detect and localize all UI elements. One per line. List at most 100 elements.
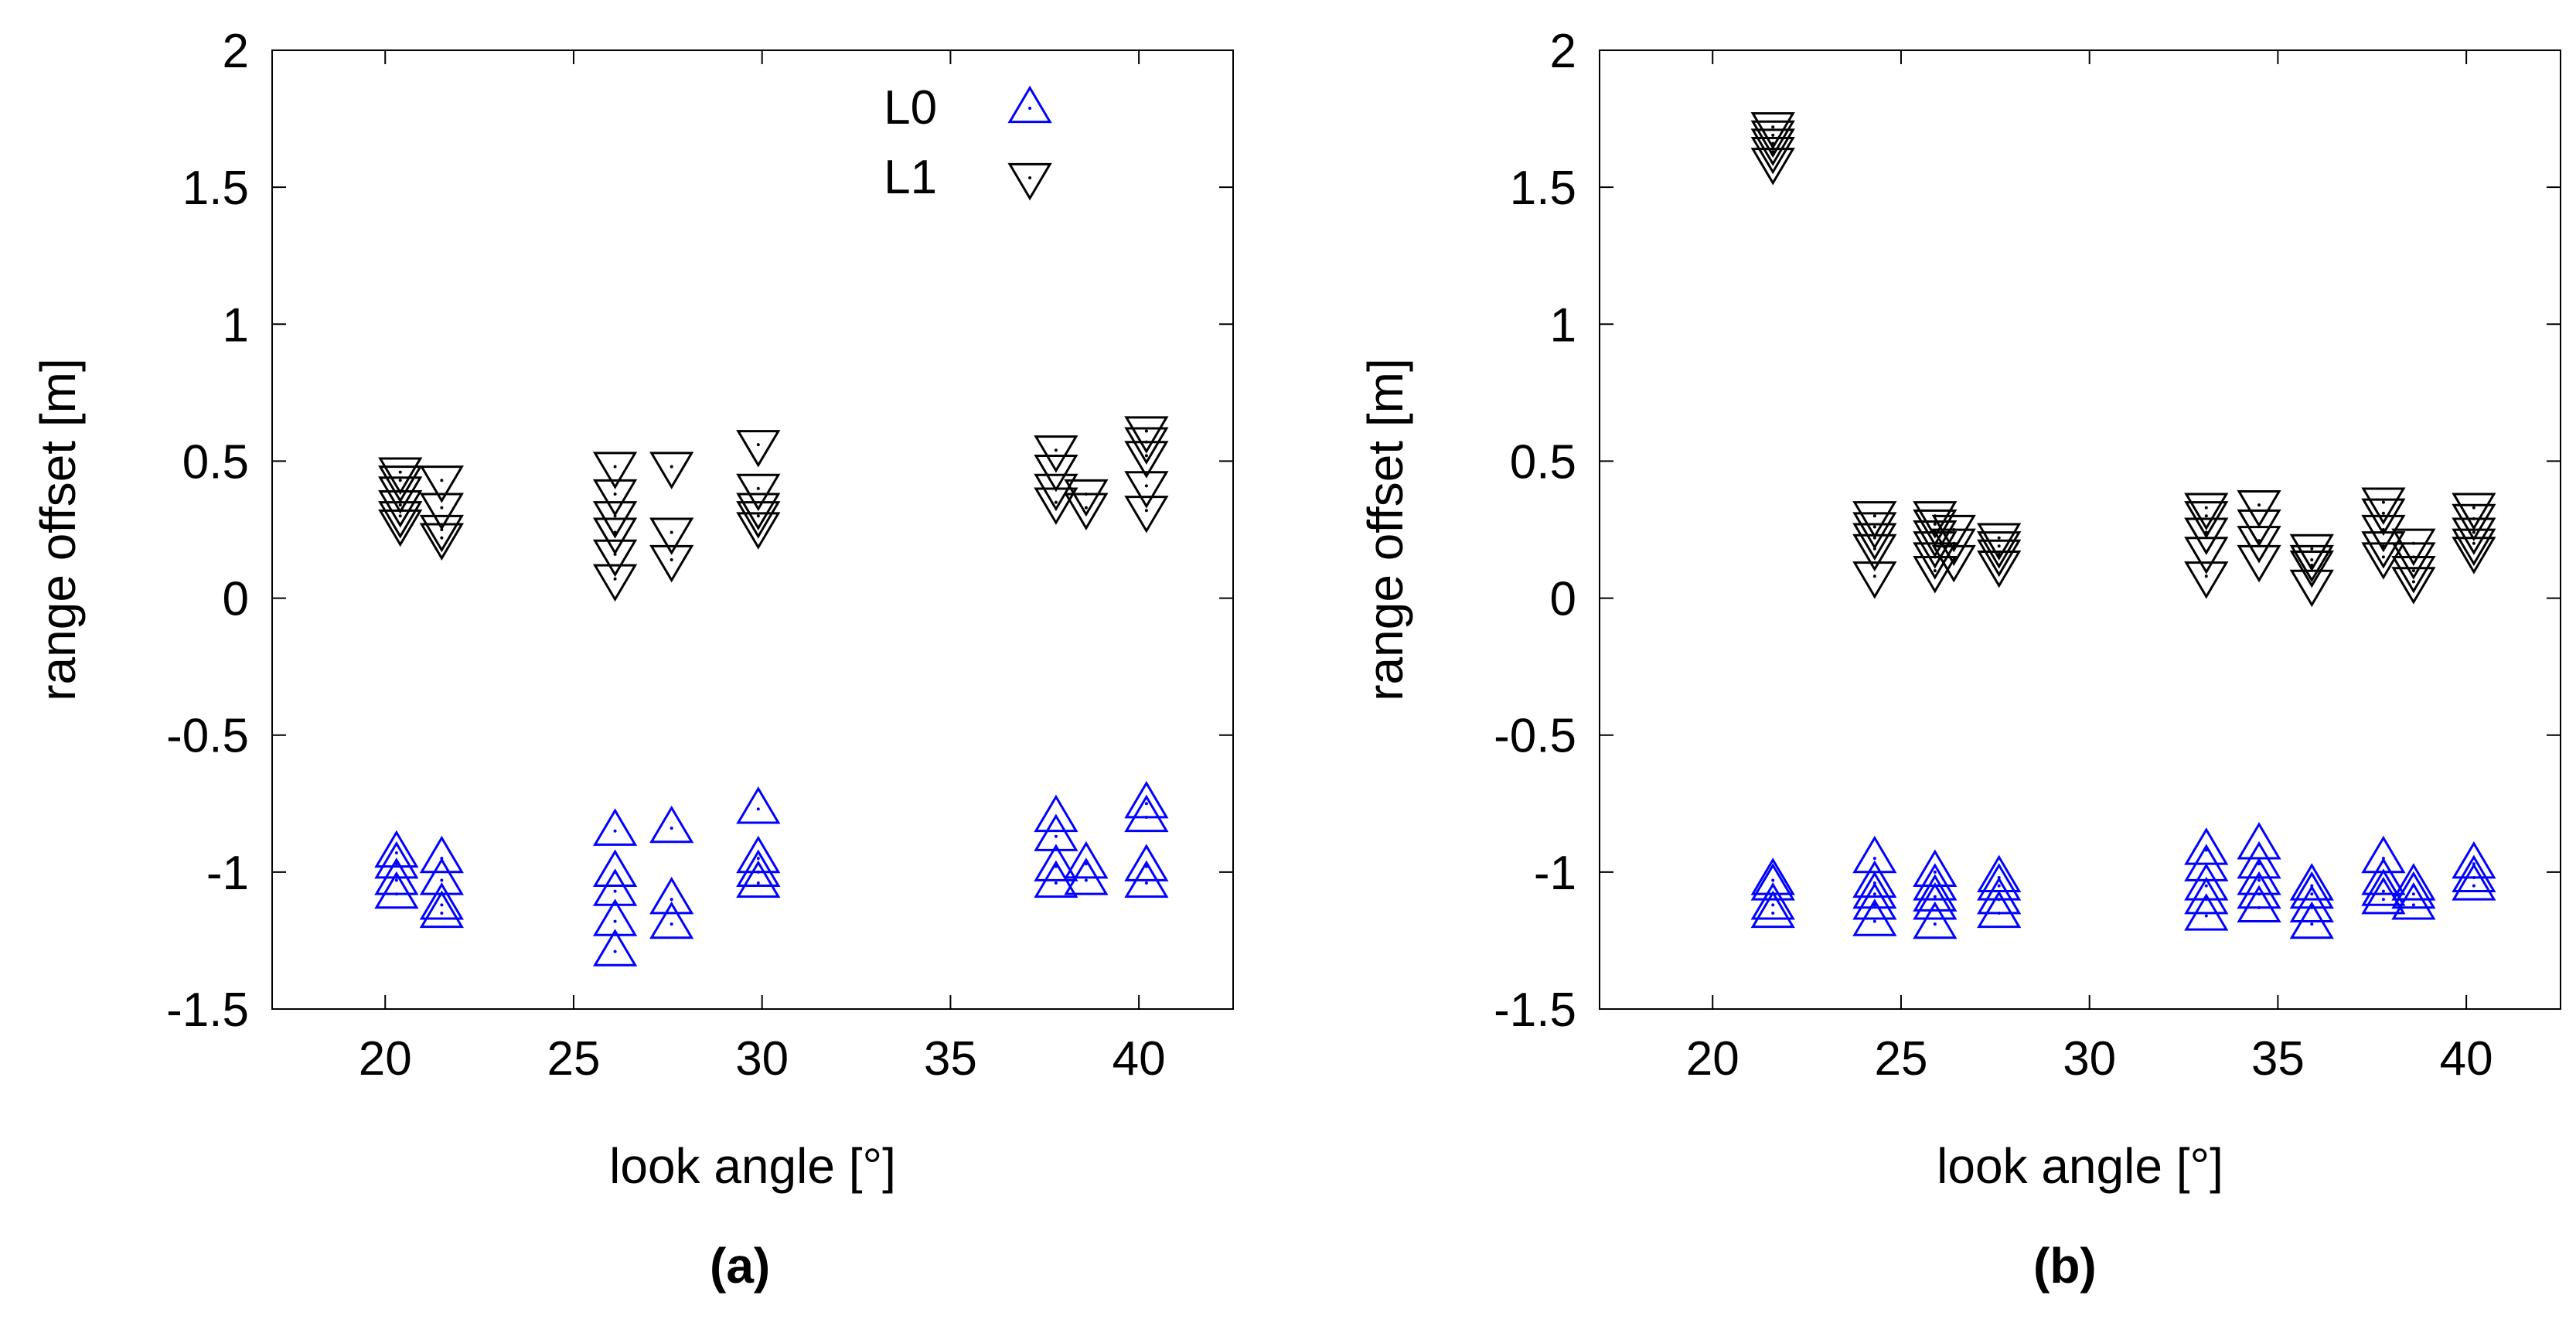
data-point-dot	[2411, 903, 2415, 907]
data-point-dot	[1054, 834, 1058, 838]
data-point-dot	[1872, 574, 1876, 578]
data-point	[2237, 526, 2281, 564]
data-point	[2452, 517, 2496, 555]
x-tick-label: 40	[1113, 1032, 1166, 1086]
data-point	[1750, 136, 1795, 175]
data-point-dot	[1054, 881, 1058, 885]
y-tick-label: 0.5	[1510, 435, 1576, 489]
data-point-dot	[756, 506, 760, 510]
x-tick-label: 30	[2063, 1032, 2116, 1086]
y-axis-label: range offset [m]	[1358, 358, 1413, 701]
data-point	[1124, 427, 1169, 465]
data-point-dot	[1997, 884, 2001, 888]
data-point-dot	[1933, 870, 1937, 874]
data-point	[1034, 813, 1078, 851]
legend-label: L1	[884, 151, 937, 204]
data-point	[592, 849, 638, 887]
data-point	[2184, 561, 2229, 599]
data-point-dot	[440, 479, 444, 482]
data-point	[1124, 860, 1169, 898]
data-point-dot	[1771, 133, 1775, 137]
x-tick-label: 20	[359, 1032, 412, 1086]
data-point	[1977, 539, 2022, 578]
data-point	[2184, 537, 2229, 574]
data-point-dot	[1144, 881, 1148, 885]
data-point	[1913, 520, 1958, 558]
data-point	[592, 808, 638, 846]
y-tick-label: 1.5	[182, 162, 249, 215]
data-point	[736, 860, 781, 898]
data-point	[649, 517, 694, 555]
data-point-dot	[398, 522, 402, 526]
legend-marker-dot	[1028, 107, 1032, 110]
x-tick-label: 20	[1686, 1032, 1739, 1086]
data-point	[2452, 528, 2496, 567]
data-point-dot	[756, 857, 760, 861]
data-point	[2361, 868, 2406, 906]
data-point-dot	[1952, 541, 1956, 545]
data-point-dot	[440, 912, 444, 915]
data-point	[592, 564, 638, 602]
panel-label-b: (b)	[2033, 1238, 2097, 1294]
data-point-dot	[2381, 511, 2385, 515]
data-point-dot	[398, 503, 402, 507]
data-point	[1034, 860, 1078, 898]
data-point	[736, 786, 781, 824]
data-point	[649, 901, 694, 939]
data-point-dot	[1933, 522, 1937, 526]
data-point	[1852, 523, 1897, 561]
data-point-dot	[756, 443, 760, 447]
data-point-dot	[1872, 547, 1876, 551]
data-point	[1913, 556, 1958, 594]
y-tick-label: 0.5	[182, 435, 249, 489]
data-point	[736, 835, 781, 874]
data-point-dot	[1933, 922, 1937, 926]
y-tick-label: 2	[1550, 25, 1576, 78]
data-point-dot	[613, 919, 617, 923]
data-point	[378, 476, 423, 514]
data-point	[736, 430, 781, 468]
data-point-dot	[2381, 555, 2385, 559]
data-point	[1913, 863, 1958, 901]
data-point-dot	[2204, 574, 2208, 578]
data-point-dot	[756, 881, 760, 885]
data-point	[1750, 890, 1795, 929]
data-point	[1913, 874, 1958, 912]
data-point	[378, 465, 423, 503]
data-point	[1913, 849, 1958, 887]
data-point-dot	[670, 530, 673, 534]
data-point-dot	[1997, 912, 2001, 915]
data-point-dot	[2204, 514, 2208, 518]
data-point	[374, 871, 419, 909]
data-point-dot	[2381, 544, 2385, 548]
y-tick-label: 1	[223, 298, 249, 352]
data-point-dot	[1933, 895, 1937, 898]
data-point	[2361, 531, 2406, 569]
data-point-dot	[1997, 536, 2001, 540]
data-point-dot	[2257, 503, 2261, 507]
data-point	[2391, 542, 2436, 580]
data-point	[419, 523, 464, 561]
data-point	[1124, 471, 1169, 509]
legend-marker-dot	[1028, 176, 1032, 179]
data-point-dot	[2310, 547, 2314, 551]
data-point	[1064, 840, 1109, 879]
data-point	[2391, 871, 2436, 909]
data-point-dot	[2257, 905, 2261, 909]
data-point-dot	[1144, 429, 1148, 433]
data-point-dot	[2204, 884, 2208, 888]
data-point-dot	[394, 851, 398, 855]
data-point-dot	[2472, 884, 2475, 888]
data-point	[1913, 882, 1958, 920]
data-point	[649, 544, 694, 583]
data-point	[736, 849, 781, 887]
data-point	[2391, 882, 2436, 920]
data-point-dot	[613, 889, 617, 893]
data-point-dot	[440, 506, 444, 510]
data-point	[1750, 128, 1795, 166]
x-tick-label: 40	[2440, 1032, 2493, 1086]
data-point	[1913, 509, 1958, 547]
data-point-dot	[2472, 530, 2475, 534]
data-point	[2361, 487, 2406, 525]
data-point	[2184, 517, 2229, 555]
